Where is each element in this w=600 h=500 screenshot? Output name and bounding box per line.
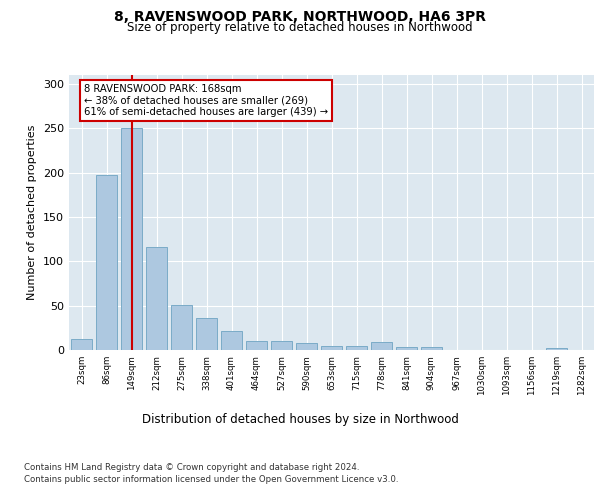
Text: 8, RAVENSWOOD PARK, NORTHWOOD, HA6 3PR: 8, RAVENSWOOD PARK, NORTHWOOD, HA6 3PR <box>114 10 486 24</box>
Bar <box>71 340 92 350</box>
Bar <box>121 128 142 350</box>
Bar <box>546 348 567 350</box>
Bar <box>421 348 442 350</box>
Text: Contains HM Land Registry data © Crown copyright and database right 2024.: Contains HM Land Registry data © Crown c… <box>24 462 359 471</box>
Text: Distribution of detached houses by size in Northwood: Distribution of detached houses by size … <box>142 412 458 426</box>
Bar <box>96 175 117 350</box>
Bar <box>371 342 392 350</box>
Bar <box>346 346 367 350</box>
Text: Contains public sector information licensed under the Open Government Licence v3: Contains public sector information licen… <box>24 475 398 484</box>
Text: 8 RAVENSWOOD PARK: 168sqm
← 38% of detached houses are smaller (269)
61% of semi: 8 RAVENSWOOD PARK: 168sqm ← 38% of detac… <box>84 84 328 117</box>
Bar <box>296 343 317 350</box>
Bar <box>146 247 167 350</box>
Bar <box>196 318 217 350</box>
Bar <box>271 341 292 350</box>
Bar <box>246 341 267 350</box>
Y-axis label: Number of detached properties: Number of detached properties <box>28 125 37 300</box>
Bar <box>171 305 192 350</box>
Bar <box>321 346 342 350</box>
Text: Size of property relative to detached houses in Northwood: Size of property relative to detached ho… <box>127 22 473 35</box>
Bar <box>221 332 242 350</box>
Bar <box>396 348 417 350</box>
